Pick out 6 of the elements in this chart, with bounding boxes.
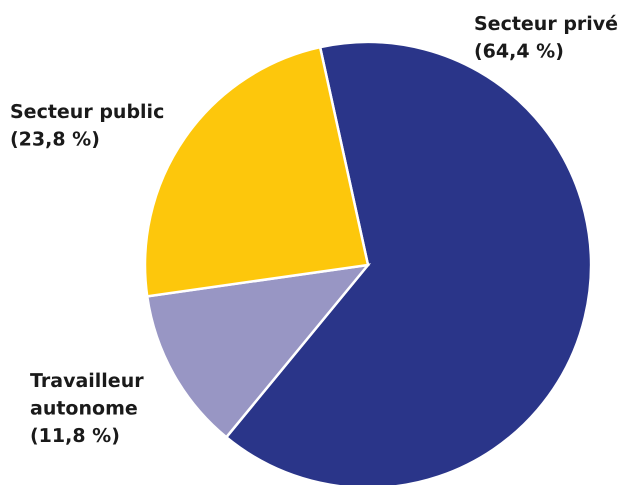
data-label: (23,8 %) — [10, 128, 100, 150]
data-label: (64,4 %) — [474, 40, 564, 62]
data-label: (11,8 %) — [30, 425, 120, 447]
slice-label: Travailleur autonome — [30, 370, 144, 420]
slice-label: Secteur public — [10, 101, 164, 123]
slice-label: Secteur privé — [474, 13, 618, 35]
